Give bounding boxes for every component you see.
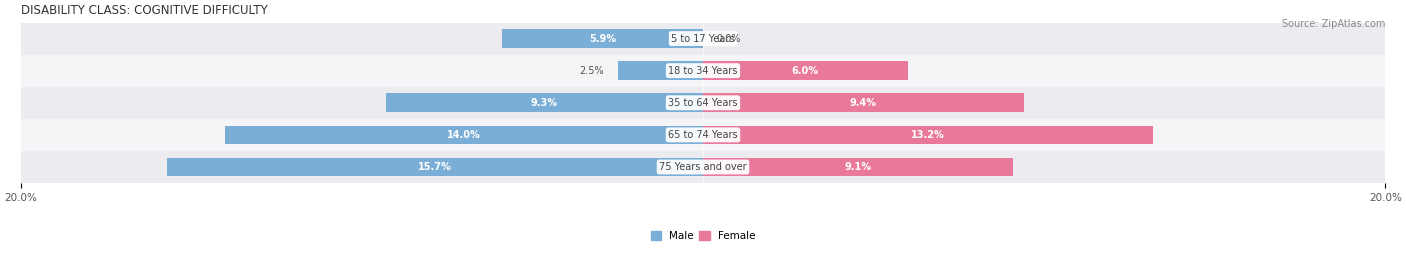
Bar — [21, 119, 1385, 151]
Bar — [167, 158, 703, 176]
Bar — [703, 158, 1014, 176]
Text: 9.3%: 9.3% — [531, 98, 558, 108]
Text: 9.1%: 9.1% — [845, 162, 872, 172]
Text: Source: ZipAtlas.com: Source: ZipAtlas.com — [1281, 19, 1385, 29]
Text: 13.2%: 13.2% — [911, 130, 945, 140]
Bar — [21, 87, 1385, 119]
Bar — [385, 93, 703, 112]
Bar — [703, 61, 908, 80]
Bar — [617, 61, 703, 80]
Bar — [502, 29, 703, 48]
Bar — [21, 151, 1385, 183]
Bar — [21, 23, 1385, 55]
Text: 5.9%: 5.9% — [589, 34, 616, 44]
Text: 15.7%: 15.7% — [418, 162, 453, 172]
Text: 9.4%: 9.4% — [849, 98, 877, 108]
Text: 6.0%: 6.0% — [792, 66, 818, 76]
Text: 35 to 64 Years: 35 to 64 Years — [668, 98, 738, 108]
Text: 65 to 74 Years: 65 to 74 Years — [668, 130, 738, 140]
Text: 5 to 17 Years: 5 to 17 Years — [671, 34, 735, 44]
Text: 75 Years and over: 75 Years and over — [659, 162, 747, 172]
Bar — [225, 126, 703, 144]
Legend: Male, Female: Male, Female — [647, 227, 759, 245]
Text: 0.0%: 0.0% — [717, 34, 741, 44]
Text: 14.0%: 14.0% — [447, 130, 481, 140]
Bar — [21, 55, 1385, 87]
Bar — [703, 126, 1153, 144]
Bar — [703, 93, 1024, 112]
Text: DISABILITY CLASS: COGNITIVE DIFFICULTY: DISABILITY CLASS: COGNITIVE DIFFICULTY — [21, 4, 267, 17]
Text: 18 to 34 Years: 18 to 34 Years — [668, 66, 738, 76]
Text: 2.5%: 2.5% — [579, 66, 605, 76]
